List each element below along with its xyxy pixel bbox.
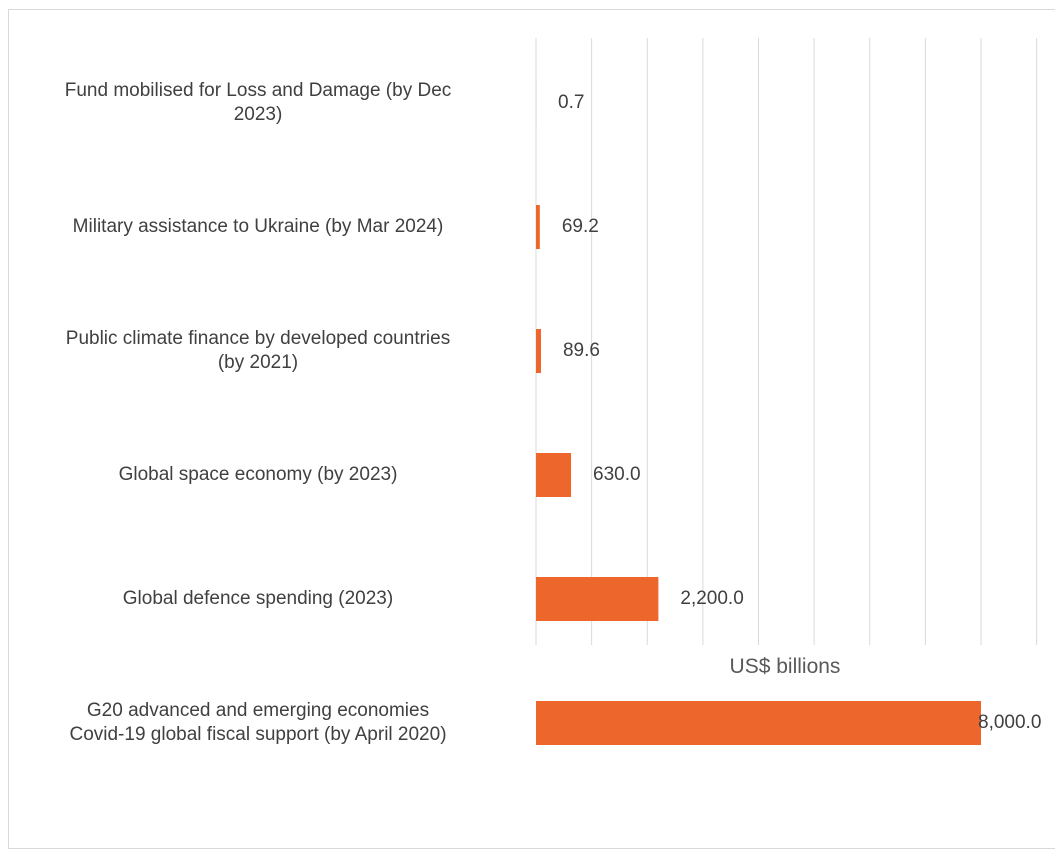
gridlines xyxy=(536,38,1037,645)
category-label: Global defence spending (2023) xyxy=(0,587,518,611)
bar xyxy=(536,453,571,497)
data-label: 89.6 xyxy=(563,340,600,362)
data-label: 69.2 xyxy=(562,216,599,238)
bar xyxy=(536,329,541,373)
bar xyxy=(536,701,981,745)
x-axis-title: US$ billions xyxy=(660,655,910,679)
data-label: 2,200.0 xyxy=(680,588,743,610)
data-label: 8,000.0 xyxy=(978,712,1041,734)
data-label: 630.0 xyxy=(593,464,641,486)
bar xyxy=(536,577,658,621)
bar xyxy=(536,205,540,249)
category-label: Public climate finance by developed coun… xyxy=(0,327,518,375)
category-label: G20 advanced and emerging economies Covi… xyxy=(0,699,518,747)
category-label: Military assistance to Ukraine (by Mar 2… xyxy=(0,215,518,239)
category-label: Fund mobilised for Loss and Damage (by D… xyxy=(0,79,518,127)
category-label: Global space economy (by 2023) xyxy=(0,463,518,487)
data-label: 0.7 xyxy=(558,92,584,114)
